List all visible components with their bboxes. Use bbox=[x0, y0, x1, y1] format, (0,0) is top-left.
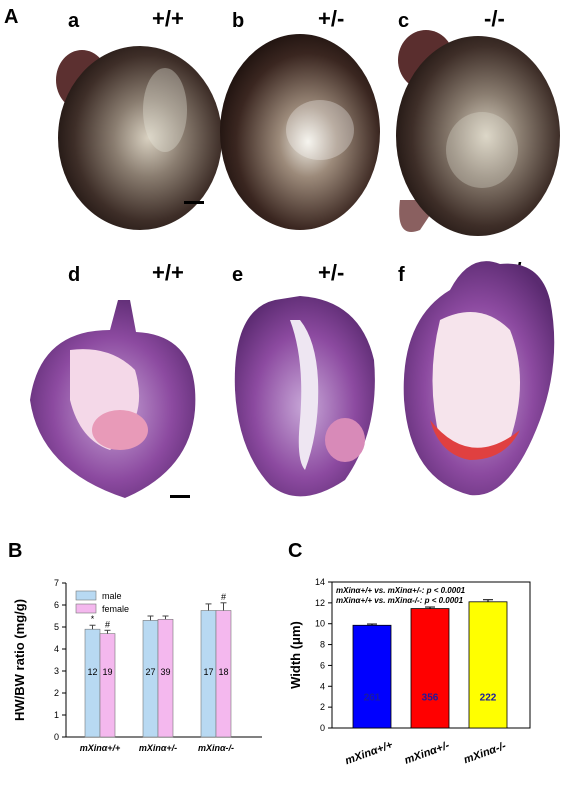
c-y-tick-label: 14 bbox=[315, 577, 325, 587]
scale-bar-top bbox=[184, 201, 204, 204]
sublabel-d: d bbox=[68, 264, 81, 286]
b-significance-mark: # bbox=[105, 619, 110, 629]
c-n-label: 222 bbox=[480, 693, 497, 704]
genotype-label-a: +/+ bbox=[152, 6, 184, 31]
b-category-label: mXinα-/- bbox=[198, 743, 234, 753]
sublabel-f: f bbox=[398, 264, 405, 286]
b-legend-swatch bbox=[75, 590, 97, 601]
b-y-tick-label: 2 bbox=[54, 688, 59, 698]
c-y-axis-label: Width (μm) bbox=[288, 621, 303, 689]
b-legend-label: male bbox=[102, 591, 122, 601]
sublabel-c: c bbox=[398, 10, 410, 32]
genotype-label-c: -/- bbox=[484, 6, 505, 31]
b-n-label: 39 bbox=[160, 667, 170, 677]
sublabel-a: a bbox=[68, 10, 80, 32]
c-annotation: mXinα+/+ vs. mXinα+/-: p < 0.0001 bbox=[336, 586, 466, 595]
c-y-tick-label: 12 bbox=[315, 598, 325, 608]
b-y-axis-label: HW/BW ratio (mg/g) bbox=[12, 599, 27, 721]
heart-photo-c bbox=[396, 30, 560, 236]
b-n-label: 18 bbox=[218, 667, 228, 677]
heart-photo-b bbox=[220, 34, 380, 230]
panel-b-letter: B bbox=[8, 540, 23, 562]
b-y-tick-label: 6 bbox=[54, 600, 59, 610]
panel-c-letter: C bbox=[288, 540, 303, 562]
c-n-label: 261 bbox=[364, 693, 381, 704]
b-y-tick-label: 1 bbox=[54, 710, 59, 720]
genotype-label-d: +/+ bbox=[152, 260, 184, 285]
b-n-label: 12 bbox=[87, 667, 97, 677]
sublabel-b: b bbox=[232, 10, 245, 32]
b-y-tick-label: 0 bbox=[54, 732, 59, 742]
b-legend-swatch bbox=[75, 603, 97, 614]
panel-a-letter: A bbox=[4, 6, 19, 28]
heart-section-f bbox=[403, 261, 555, 496]
b-n-label: 27 bbox=[145, 667, 155, 677]
c-y-tick-label: 8 bbox=[320, 640, 325, 650]
b-y-tick-label: 7 bbox=[54, 578, 59, 588]
b-significance-mark: * bbox=[91, 614, 95, 624]
c-bar bbox=[352, 624, 392, 729]
heart-section-e bbox=[234, 296, 375, 497]
c-y-tick-label: 2 bbox=[320, 702, 325, 712]
c-annotation: mXinα+/+ vs. mXinα-/-: p < 0.0001 bbox=[336, 596, 464, 605]
b-y-tick-label: 3 bbox=[54, 666, 59, 676]
scale-bar-bottom bbox=[170, 495, 190, 498]
b-y-tick-label: 5 bbox=[54, 622, 59, 632]
heart-section-d bbox=[30, 300, 196, 498]
b-legend-label: female bbox=[102, 604, 129, 614]
c-y-tick-label: 6 bbox=[320, 660, 325, 670]
c-category-label: mXinα-/- bbox=[462, 740, 508, 766]
heart-photo-a bbox=[56, 46, 222, 230]
b-y-tick-label: 4 bbox=[54, 644, 59, 654]
c-y-tick-label: 0 bbox=[320, 723, 325, 733]
b-n-label: 17 bbox=[203, 667, 213, 677]
b-n-label: 19 bbox=[102, 667, 112, 677]
c-category-label: mXinα+/+ bbox=[344, 739, 395, 767]
sublabel-e: e bbox=[232, 264, 244, 286]
c-bar bbox=[468, 601, 508, 729]
b-category-label: mXinα+/- bbox=[139, 743, 177, 753]
c-bar bbox=[410, 608, 450, 729]
b-significance-mark: # bbox=[221, 592, 226, 602]
genotype-label-b: +/- bbox=[318, 6, 345, 31]
panel-a-images bbox=[30, 30, 560, 498]
c-y-tick-label: 10 bbox=[315, 619, 325, 629]
genotype-label-e: +/- bbox=[318, 260, 345, 285]
c-y-tick-label: 4 bbox=[320, 681, 325, 691]
b-category-label: mXinα+/+ bbox=[80, 743, 121, 753]
c-n-label: 356 bbox=[422, 693, 439, 704]
c-category-label: mXinα+/- bbox=[403, 739, 451, 766]
